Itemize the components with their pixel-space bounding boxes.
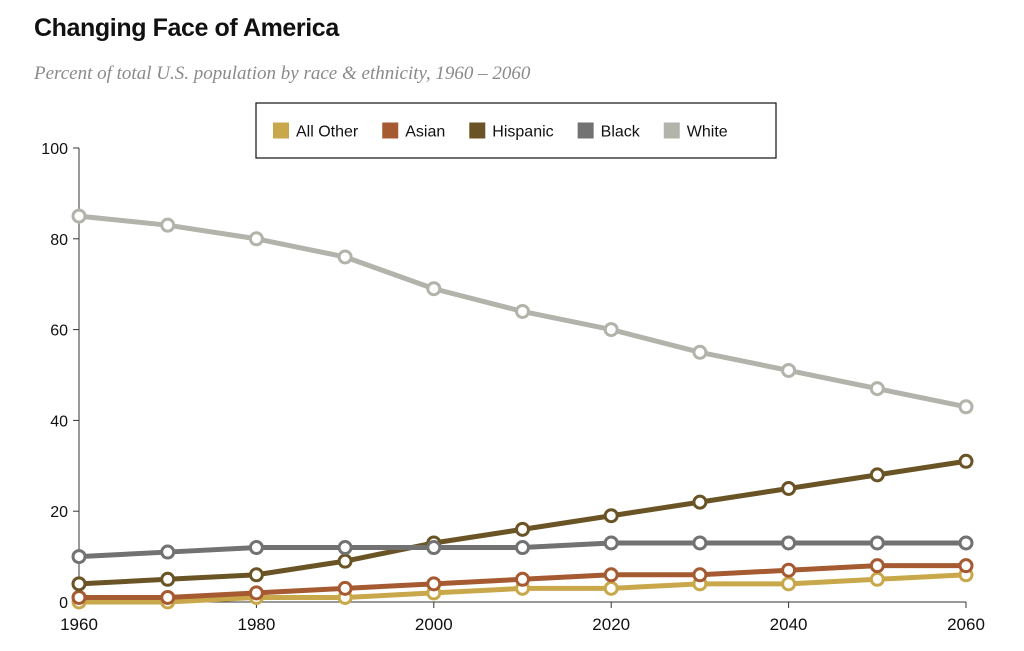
data-point-white	[603, 322, 619, 338]
series-white	[71, 208, 974, 415]
data-point-black	[603, 535, 619, 551]
series-hispanic	[71, 453, 974, 592]
data-point-white	[515, 303, 530, 319]
data-point-black	[71, 549, 87, 565]
data-point-asian	[160, 589, 176, 605]
data-point-black	[869, 535, 885, 551]
series-layer	[71, 208, 974, 610]
data-point-white	[692, 344, 708, 360]
data-point-asian	[781, 562, 797, 578]
data-point-white	[248, 231, 264, 247]
data-point-hispanic	[781, 481, 797, 496]
data-point-all-other	[603, 580, 619, 596]
chart-title: Changing Face of America	[34, 14, 339, 42]
data-point-hispanic	[515, 521, 530, 537]
data-point-white	[869, 381, 885, 397]
data-point-hispanic	[160, 571, 176, 587]
data-point-black	[958, 535, 974, 551]
data-point-black	[248, 540, 264, 556]
legend-label-all-other: All Other	[296, 124, 359, 141]
data-point-asian	[71, 589, 87, 605]
data-point-asian	[603, 567, 619, 583]
data-point-asian	[248, 585, 264, 601]
data-point-hispanic	[869, 467, 885, 483]
legend-swatch-hispanic	[469, 122, 486, 139]
data-point-all-other	[781, 576, 797, 592]
legend-swatch-black	[577, 122, 594, 139]
legend-label-asian: Asian	[405, 124, 445, 141]
data-point-black	[160, 544, 176, 560]
x-tick-label: 2060	[947, 615, 985, 634]
legend-label-black: Black	[601, 124, 641, 141]
data-point-black	[337, 540, 353, 556]
data-point-asian	[869, 558, 885, 574]
data-point-white	[781, 362, 797, 378]
legend-swatch-asian	[382, 122, 399, 139]
data-point-white	[71, 208, 87, 224]
data-point-asian	[515, 571, 530, 587]
data-point-white	[426, 281, 442, 297]
legend-swatch-white	[663, 122, 680, 139]
data-point-hispanic	[248, 567, 264, 583]
legend-swatch-all-other	[273, 122, 289, 139]
data-point-asian	[426, 576, 442, 592]
y-tick-label: 40	[50, 413, 68, 430]
y-tick-label: 20	[50, 504, 68, 521]
legend: All Other Asian Hispanic Black White	[255, 102, 777, 159]
x-tick-label: 2020	[592, 615, 630, 634]
legend-label-hispanic: Hispanic	[492, 124, 553, 141]
legend-label-white: White	[687, 124, 728, 141]
y-tick-label: 0	[59, 595, 68, 612]
y-tick-label: 100	[41, 141, 68, 158]
data-point-white	[958, 399, 974, 415]
data-point-white	[160, 217, 176, 233]
data-point-asian	[692, 567, 708, 583]
data-point-white	[337, 249, 353, 265]
legend-box	[255, 102, 777, 159]
data-point-hispanic	[71, 576, 87, 592]
data-point-hispanic	[692, 494, 708, 510]
data-point-hispanic	[337, 553, 353, 569]
y-tick-label: 80	[50, 232, 68, 249]
chart-subtitle: Percent of total U.S. population by race…	[34, 63, 531, 84]
x-tick-label: 2040	[770, 615, 808, 634]
y-tick-label: 60	[50, 323, 68, 340]
x-tick-label: 1960	[60, 615, 98, 634]
data-point-black	[426, 540, 442, 556]
series-asian	[71, 558, 974, 605]
x-tick-label: 2000	[415, 615, 453, 634]
data-point-all-other	[869, 571, 885, 587]
series-black	[71, 535, 974, 565]
data-point-asian	[958, 558, 974, 574]
x-tick-label: 1980	[237, 615, 275, 634]
data-point-asian	[337, 580, 353, 596]
data-point-black	[515, 540, 530, 556]
data-point-black	[692, 535, 708, 551]
data-point-black	[781, 535, 797, 551]
data-point-hispanic	[603, 508, 619, 524]
data-point-hispanic	[958, 453, 974, 469]
